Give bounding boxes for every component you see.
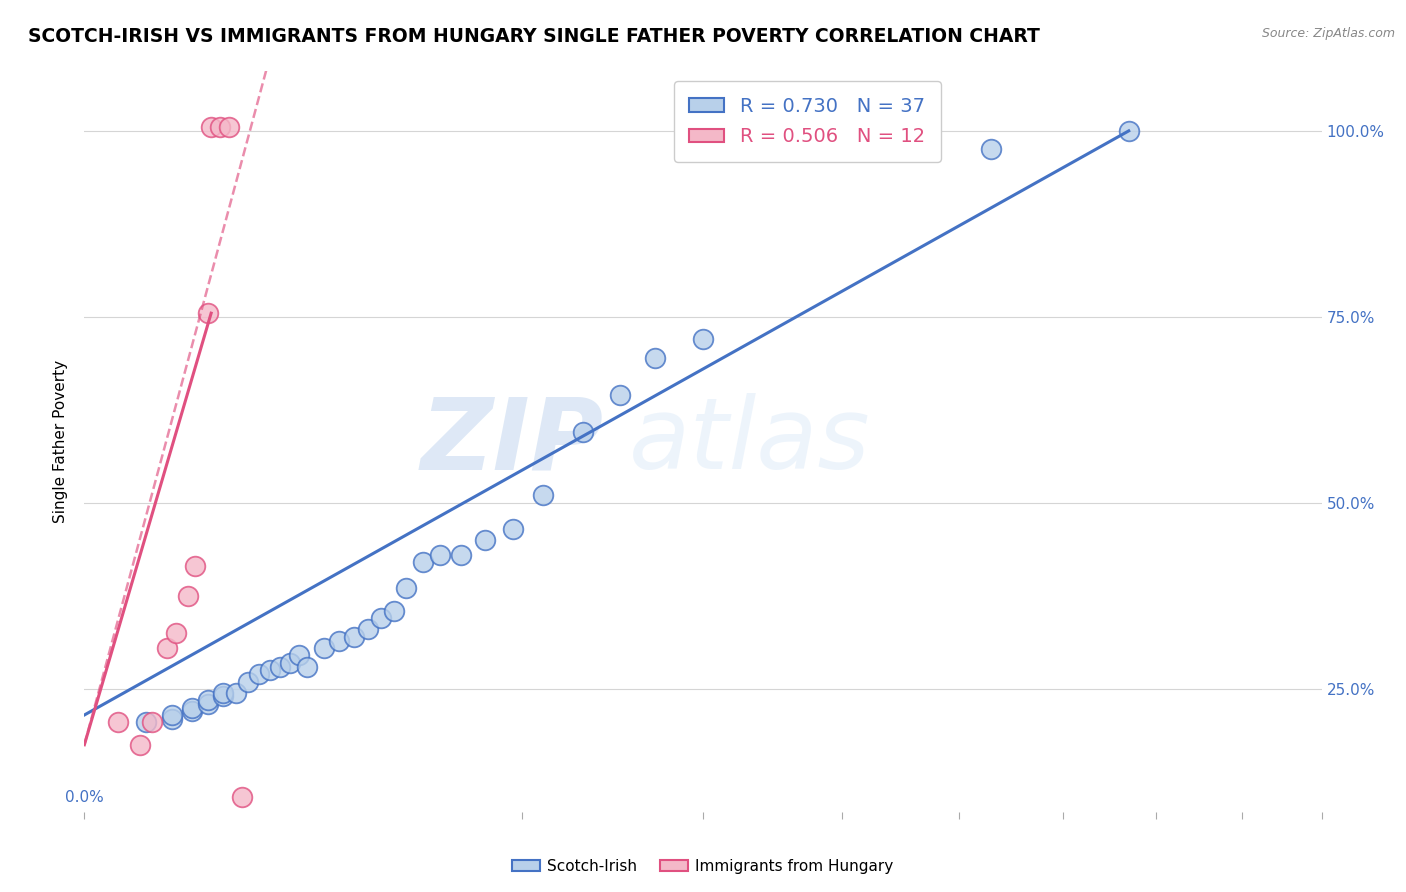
Legend: R = 0.730   N = 37, R = 0.506   N = 12: R = 0.730 N = 37, R = 0.506 N = 12 (673, 81, 941, 161)
Text: atlas: atlas (628, 393, 870, 490)
Point (177, 589, 200, 603)
Point (1118, 124, 1140, 138)
Point (259, 664, 281, 678)
Point (197, 693, 219, 707)
Text: SCOTCH-IRISH VS IMMIGRANTS FROM HUNGARY SINGLE FATHER POVERTY CORRELATION CHART: SCOTCH-IRISH VS IMMIGRANTS FROM HUNGARY … (28, 27, 1040, 45)
Point (211, 686, 233, 700)
Point (200, 120, 222, 135)
Y-axis label: Single Father Poverty: Single Father Poverty (53, 360, 69, 523)
Point (644, 351, 666, 365)
Point (474, 533, 496, 548)
Point (156, 640, 179, 655)
Point (395, 582, 418, 596)
Point (357, 623, 380, 637)
Point (184, 559, 207, 574)
Point (236, 674, 259, 689)
Point (269, 659, 291, 673)
Point (180, 704, 202, 718)
Point (218, 120, 240, 135)
Point (370, 611, 392, 625)
Text: 0.0%: 0.0% (65, 789, 104, 805)
Point (197, 697, 219, 711)
Point (692, 332, 714, 346)
Point (128, 738, 150, 752)
Point (502, 522, 524, 536)
Point (382, 604, 405, 618)
Point (160, 712, 183, 726)
Point (531, 488, 554, 502)
Point (208, 120, 231, 135)
Text: Source: ZipAtlas.com: Source: ZipAtlas.com (1261, 27, 1395, 40)
Point (856, 143, 879, 157)
Point (412, 556, 434, 570)
Point (328, 633, 350, 648)
Point (231, 789, 253, 804)
Point (247, 667, 270, 681)
Point (450, 548, 472, 562)
Point (225, 686, 247, 700)
Point (160, 708, 183, 723)
Point (107, 715, 129, 730)
Text: ZIP: ZIP (420, 393, 605, 490)
Point (609, 388, 631, 402)
Point (287, 648, 309, 663)
Point (135, 715, 157, 730)
Point (197, 306, 219, 320)
Point (572, 425, 595, 440)
Legend: Scotch-Irish, Immigrants from Hungary: Scotch-Irish, Immigrants from Hungary (506, 853, 900, 880)
Point (980, 143, 1002, 157)
Point (165, 626, 187, 640)
Point (312, 640, 335, 655)
Point (211, 690, 233, 704)
Point (180, 700, 202, 714)
Point (278, 656, 301, 670)
Point (141, 715, 163, 730)
Point (297, 659, 319, 673)
Point (343, 630, 366, 644)
Point (429, 548, 451, 562)
